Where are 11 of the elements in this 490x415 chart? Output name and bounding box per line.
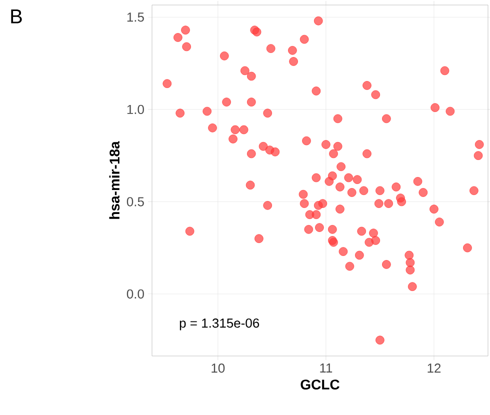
y-tick-label: 1.0 [127,104,144,114]
y-tick-label: 0.0 [126,289,144,299]
x-tick-label: 11 [320,364,332,372]
x-axis-title: GCLC [300,380,340,390]
chart-title: B [11,10,22,24]
annotation: p = 1.315e-06 [180,318,260,330]
y-tick-label: 1.5 [127,12,144,22]
y-axis-title: hsa-mir-18a [109,141,120,219]
y-tick-label: 0.5 [126,197,144,206]
x-tick-label: 12 [428,364,441,373]
x-tick-label: 10 [212,364,225,373]
